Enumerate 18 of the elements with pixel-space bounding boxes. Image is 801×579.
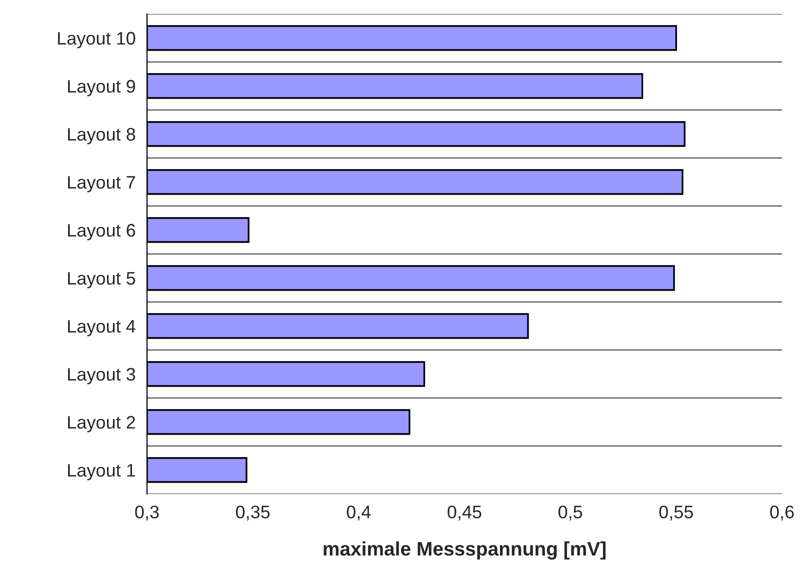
y-tick-label: Layout 3 [68,368,136,384]
y-tick-label: Layout 9 [68,80,136,96]
x-tick-label: 0,45 [448,506,482,521]
x-tick-label: 0,5 [558,506,582,521]
x-axis-title: maximale Messspannung [mV] [324,541,606,560]
x-tick-label: 0,55 [659,506,693,521]
x-tick-label: 0,4 [346,506,371,521]
y-tick-label: Layout 4 [68,320,136,336]
y-tick-label: Layout 7 [68,176,135,192]
y-tick-label: Layout 2 [68,416,135,432]
y-tick-label: Layout 1 [68,464,136,480]
y-tick-label: Layout 6 [68,224,136,240]
x-tick-label: 0,3 [135,506,159,521]
x-tick-label: 0,6 [770,506,794,521]
x-tick-label: 0,35 [236,506,270,521]
y-tick-label: Layout 5 [68,272,136,288]
y-tick-label: Layout 8 [68,128,136,144]
y-tick-label: Layout 10 [58,32,136,48]
